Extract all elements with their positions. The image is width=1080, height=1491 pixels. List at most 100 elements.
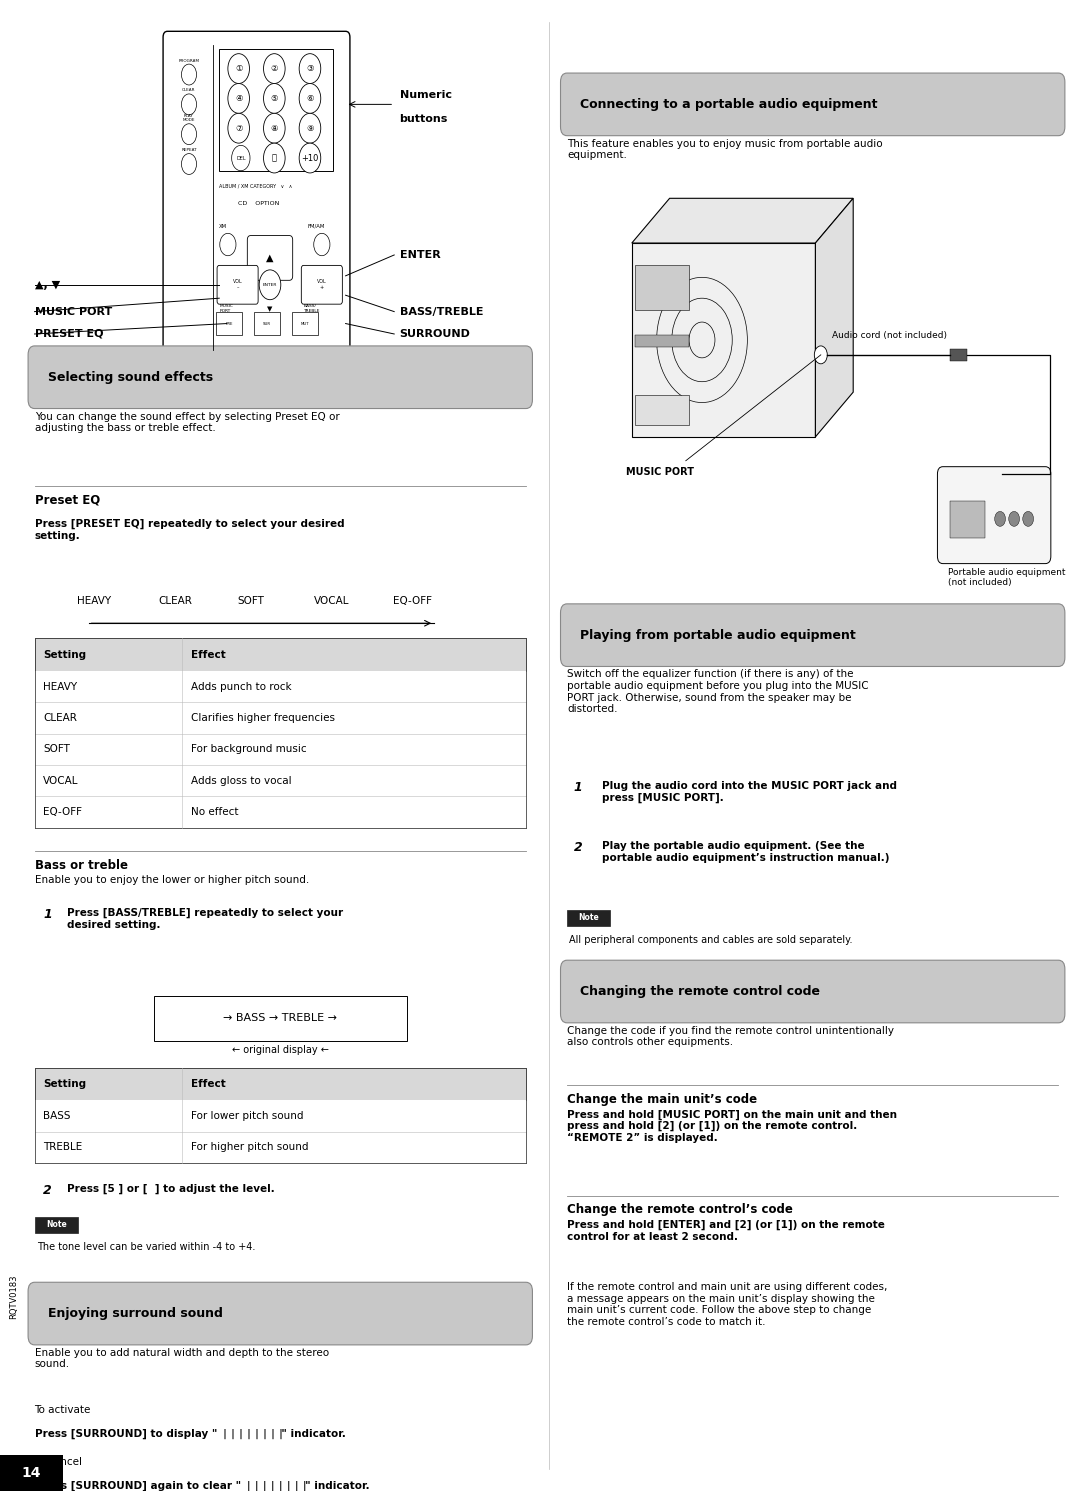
Text: Play the portable audio equipment. (See the
portable audio equipment’s instructi: Play the portable audio equipment. (See …: [602, 841, 889, 862]
Bar: [950, 501, 985, 538]
FancyBboxPatch shape: [216, 312, 242, 335]
Text: For higher pitch sound: For higher pitch sound: [191, 1142, 308, 1153]
Text: Clarifies higher frequencies: Clarifies higher frequencies: [191, 713, 335, 723]
FancyBboxPatch shape: [254, 312, 280, 335]
Text: Effect: Effect: [191, 650, 226, 659]
Text: PRE: PRE: [226, 322, 232, 325]
Text: Selecting sound effects: Selecting sound effects: [48, 371, 213, 383]
Text: Connecting to a portable audio equipment: Connecting to a portable audio equipment: [580, 98, 877, 110]
FancyBboxPatch shape: [154, 996, 407, 1041]
Text: PROGRAM: PROGRAM: [178, 58, 200, 63]
Text: CLEAR: CLEAR: [183, 88, 195, 92]
Text: Note: Note: [578, 912, 599, 923]
Text: Enjoying surround sound: Enjoying surround sound: [48, 1308, 222, 1320]
Text: Preset EQ: Preset EQ: [35, 494, 99, 507]
Bar: [950, 349, 967, 361]
Text: Bass or treble: Bass or treble: [35, 859, 127, 872]
FancyBboxPatch shape: [561, 604, 1065, 666]
Bar: [0, 1455, 63, 1491]
Text: ⓪: ⓪: [272, 154, 276, 163]
Text: RQTV0183: RQTV0183: [10, 1275, 18, 1320]
Text: To cancel: To cancel: [35, 1457, 82, 1467]
Circle shape: [1009, 511, 1020, 526]
Text: Press [SURROUND] to display "▕▕▕▕▕▕▕▕" indicator.: Press [SURROUND] to display "▕▕▕▕▕▕▕▕" i…: [35, 1428, 346, 1439]
Text: REPEAT: REPEAT: [181, 148, 197, 152]
Text: Changing the remote control code: Changing the remote control code: [580, 986, 820, 997]
Circle shape: [814, 346, 827, 364]
Text: SUR: SUR: [262, 322, 271, 325]
Text: Setting: Setting: [43, 650, 86, 659]
Circle shape: [264, 113, 285, 143]
Bar: [632, 243, 815, 437]
Text: SOFT: SOFT: [43, 744, 70, 754]
Text: buttons: buttons: [400, 115, 448, 124]
Text: Note: Note: [45, 1220, 67, 1230]
Text: No effect: No effect: [191, 807, 238, 817]
Text: ▼: ▼: [268, 306, 272, 312]
Text: CLEAR: CLEAR: [43, 713, 77, 723]
Text: ⑨: ⑨: [307, 124, 313, 133]
Text: ④: ④: [235, 94, 242, 103]
Polygon shape: [632, 198, 853, 243]
Text: → BASS → TREBLE →: → BASS → TREBLE →: [224, 1014, 337, 1023]
Circle shape: [995, 511, 1005, 526]
Text: For lower pitch sound: For lower pitch sound: [191, 1111, 303, 1121]
Circle shape: [228, 54, 249, 83]
Text: All peripheral components and cables are sold separately.: All peripheral components and cables are…: [569, 935, 853, 945]
FancyBboxPatch shape: [28, 1282, 532, 1345]
Bar: [35, 671, 526, 702]
Text: DEL: DEL: [237, 155, 245, 161]
Text: HEAVY: HEAVY: [43, 681, 78, 692]
Text: Press [BASS/TREBLE] repeatedly to select your
desired setting.: Press [BASS/TREBLE] repeatedly to select…: [67, 908, 343, 930]
Circle shape: [264, 54, 285, 83]
Bar: [35, 1068, 526, 1100]
Text: 14: 14: [22, 1466, 41, 1481]
FancyBboxPatch shape: [247, 236, 293, 280]
Text: PRESET EQ: PRESET EQ: [35, 330, 103, 338]
Text: ▲: ▲: [267, 253, 273, 262]
Text: FM/AM: FM/AM: [308, 224, 325, 228]
Text: Press [SURROUND] again to clear "▕▕▕▕▕▕▕▕" indicator.: Press [SURROUND] again to clear "▕▕▕▕▕▕▕…: [35, 1481, 369, 1491]
Text: BASS/TREBLE: BASS/TREBLE: [400, 307, 483, 316]
Text: The tone level can be varied within -4 to +4.: The tone level can be varied within -4 t…: [37, 1242, 255, 1252]
Text: VOCAL: VOCAL: [314, 596, 349, 607]
Bar: [635, 265, 689, 310]
Text: Adds punch to rock: Adds punch to rock: [191, 681, 292, 692]
Text: ③: ③: [307, 64, 313, 73]
Text: +10: +10: [301, 154, 319, 163]
FancyBboxPatch shape: [28, 346, 532, 409]
Text: Press [PRESET EQ] repeatedly to select your desired
setting.: Press [PRESET EQ] repeatedly to select y…: [35, 519, 345, 541]
Circle shape: [181, 94, 197, 115]
Bar: [635, 395, 689, 425]
Text: You can change the sound effect by selecting Preset EQ or
adjusting the bass or : You can change the sound effect by selec…: [35, 412, 339, 432]
Text: MUSIC PORT: MUSIC PORT: [35, 307, 112, 316]
Circle shape: [228, 113, 249, 143]
Text: ENTER: ENTER: [262, 283, 278, 286]
Text: If the remote control and main unit are using different codes,
a message appears: If the remote control and main unit are …: [567, 1282, 888, 1327]
Text: EQ-OFF: EQ-OFF: [43, 807, 82, 817]
Text: BASS: BASS: [43, 1111, 70, 1121]
Circle shape: [264, 143, 285, 173]
Circle shape: [181, 64, 197, 85]
Circle shape: [299, 83, 321, 113]
Bar: [35, 638, 526, 671]
Text: PLAY
MODE: PLAY MODE: [183, 113, 195, 122]
Text: Adds gloss to vocal: Adds gloss to vocal: [191, 775, 292, 786]
Text: Change the code if you find the remote control unintentionally
also controls oth: Change the code if you find the remote c…: [567, 1026, 894, 1047]
Text: Numeric: Numeric: [400, 91, 451, 100]
Bar: [35, 1132, 526, 1163]
Text: This feature enables you to enjoy music from portable audio
equipment.: This feature enables you to enjoy music …: [567, 139, 882, 160]
Text: Switch off the equalizer function (if there is any) of the
portable audio equipm: Switch off the equalizer function (if th…: [567, 669, 868, 714]
Text: Change the main unit’s code: Change the main unit’s code: [567, 1093, 757, 1106]
FancyBboxPatch shape: [561, 73, 1065, 136]
Text: 2: 2: [573, 841, 582, 854]
Text: Playing from portable audio equipment: Playing from portable audio equipment: [580, 629, 855, 641]
Text: ← original display ←: ← original display ←: [232, 1045, 328, 1056]
Text: Enable you to add natural width and depth to the stereo
sound.: Enable you to add natural width and dept…: [35, 1348, 328, 1369]
Text: VOL
+: VOL +: [316, 279, 327, 291]
Text: ②: ②: [271, 64, 278, 73]
Text: SOFT: SOFT: [238, 596, 264, 607]
Bar: [219, 49, 333, 171]
Bar: [35, 702, 526, 734]
Text: HEAVY: HEAVY: [77, 596, 111, 607]
